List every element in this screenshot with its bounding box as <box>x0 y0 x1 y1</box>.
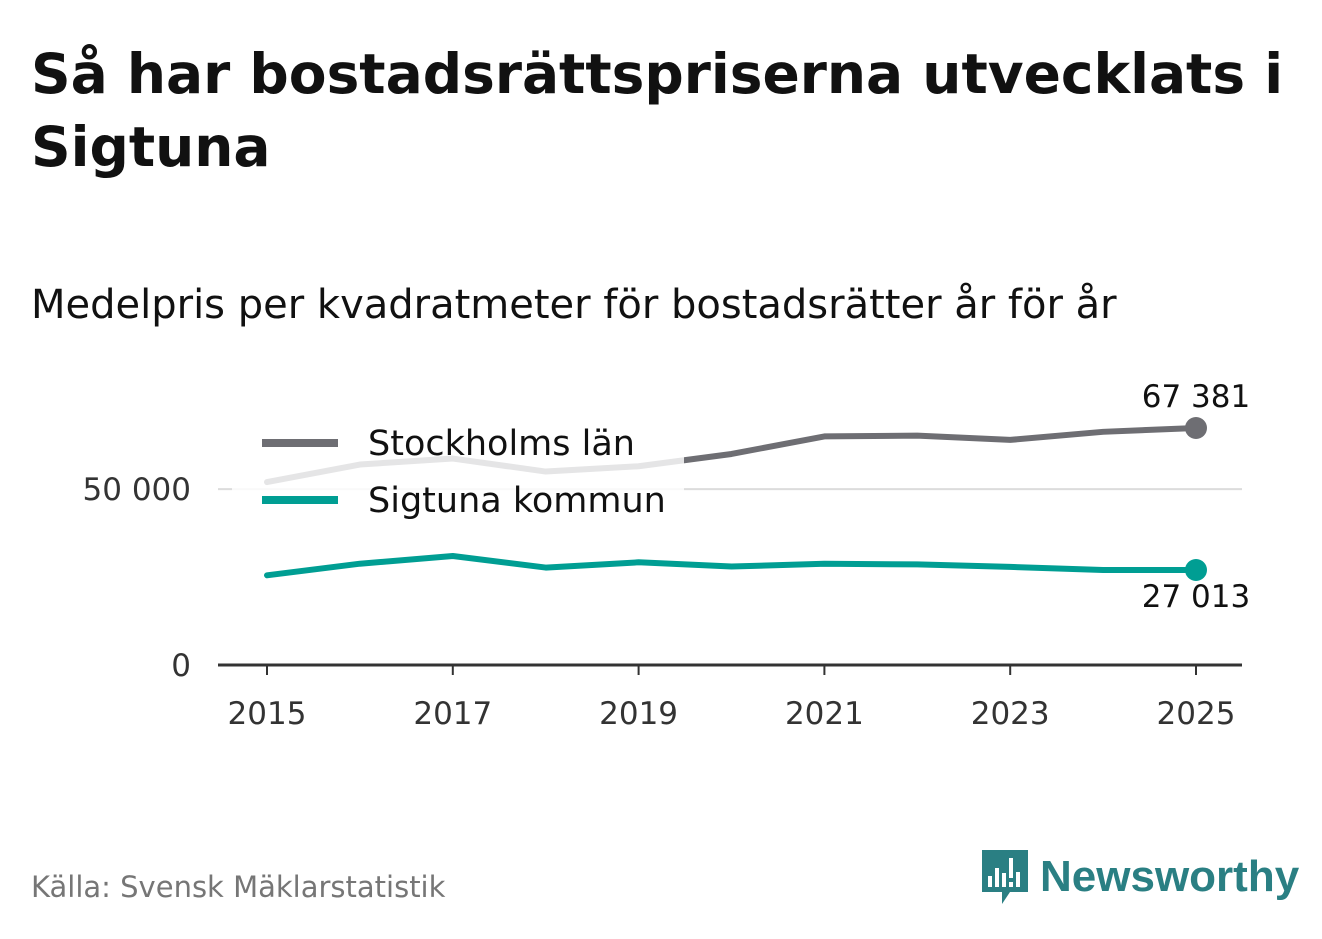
legend-label-1: Sigtuna kommun <box>368 481 666 521</box>
series-line-1 <box>264 552 1199 579</box>
y-tick-label: 0 <box>171 648 191 684</box>
chart-subtitle: Medelpris per kvadratmeter för bostadsrä… <box>31 282 1117 328</box>
brand-name: Newsworthy <box>1040 852 1300 901</box>
series-endpoint-1 <box>1185 558 1207 581</box>
x-tick-label: 2015 <box>228 696 307 732</box>
source-note: Källa: Svensk Mäklarstatistik <box>31 870 446 904</box>
x-tick-label: 2023 <box>971 696 1050 732</box>
x-tick-label: 2025 <box>1157 696 1236 732</box>
end-value-label-0: 67 381 <box>1142 379 1250 415</box>
series-endpoint-0 <box>1185 417 1207 440</box>
x-tick-label: 2017 <box>413 696 492 732</box>
newsworthy-logo-icon <box>982 850 1028 904</box>
x-tick-label: 2019 <box>599 696 678 732</box>
brand: Newsworthy <box>980 848 1299 906</box>
x-tick-label: 2021 <box>785 696 864 732</box>
legend-background <box>232 418 684 526</box>
end-value-label-1: 27 013 <box>1142 579 1250 615</box>
chart-title: Så har bostadsrättspriserna utvecklats i… <box>31 42 1284 179</box>
y-tick-label: 50 000 <box>83 472 191 508</box>
legend-label-0: Stockholms län <box>368 424 635 464</box>
